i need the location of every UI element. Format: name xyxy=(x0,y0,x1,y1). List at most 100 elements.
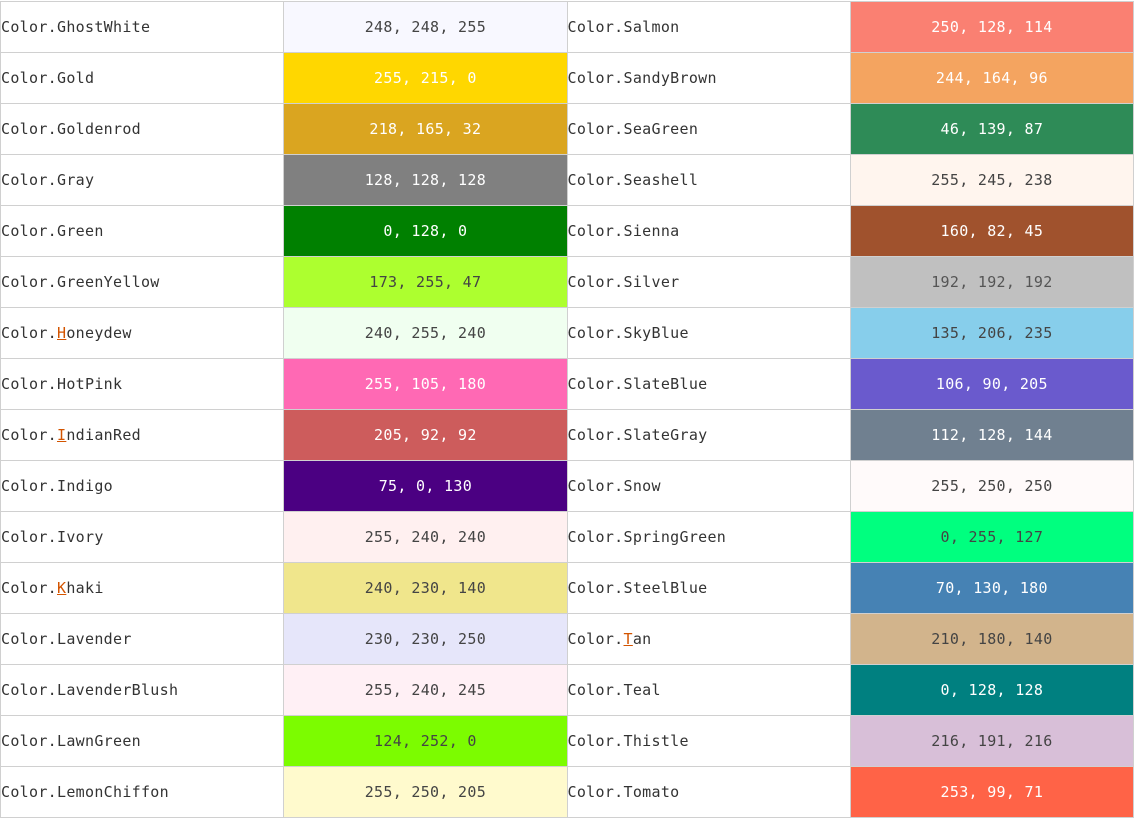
color-prefix: Color. xyxy=(567,171,624,189)
color-swatch: 255, 215, 0 xyxy=(283,52,568,104)
color-prefix: Color. xyxy=(1,579,57,597)
table-row: Color.Lavender 230, 230, 250 Color.Tan 210,… xyxy=(0,613,1134,665)
color-swatch: 124, 252, 0 xyxy=(283,715,568,767)
table-row: Color.Ivory 255, 240, 240 Color.SpringGree… xyxy=(0,511,1134,563)
color-name: LavenderBlush xyxy=(57,681,179,699)
color-swatch: 255, 245, 238 xyxy=(849,154,1134,206)
color-swatch: 255, 250, 205 xyxy=(283,766,568,818)
rgb-value: 205, 92, 92 xyxy=(374,426,477,444)
color-prefix: Color. xyxy=(567,579,624,597)
rgb-value: 255, 250, 205 xyxy=(364,783,487,801)
rgb-value: 255, 105, 180 xyxy=(364,375,487,393)
rgb-value: 230, 230, 250 xyxy=(364,630,487,648)
color-name-initial: K xyxy=(57,579,67,597)
color-name: Gray xyxy=(57,171,95,189)
color-prefix: Color. xyxy=(567,732,624,750)
color-name: SlateGray xyxy=(623,426,708,444)
table-row: Color.Gold 255, 215, 0 Color.SandyBrown 244… xyxy=(0,52,1134,104)
color-swatch: 0, 128, 128 xyxy=(849,664,1134,716)
color-name: SkyBlue xyxy=(623,324,689,342)
color-swatch: 244, 164, 96 xyxy=(849,52,1134,104)
color-name: Thistle xyxy=(623,732,689,750)
color-swatch: 205, 92, 92 xyxy=(283,409,568,461)
color-name-cell: Color.SpringGreen xyxy=(566,511,851,563)
color-prefix: Color. xyxy=(567,477,624,495)
rgb-value: 160, 82, 45 xyxy=(940,222,1044,240)
color-name: Snow xyxy=(623,477,661,495)
color-name: Ivory xyxy=(57,528,104,546)
rgb-value: 70, 130, 180 xyxy=(935,579,1048,597)
rgb-value: 244, 164, 96 xyxy=(935,69,1048,87)
color-name: HotPink xyxy=(57,375,123,393)
color-name: Sienna xyxy=(623,222,680,240)
color-name-initial: T xyxy=(623,630,633,648)
color-name-cell: Color.Honeydew xyxy=(0,307,285,359)
rgb-value: 112, 128, 144 xyxy=(931,426,1053,444)
table-row: Color.Honeydew 240, 255, 240 Color.SkyBlue… xyxy=(0,307,1134,359)
color-prefix: Color. xyxy=(1,375,57,393)
rgb-value: 255, 215, 0 xyxy=(374,69,477,87)
table-row: Color.Gray 128, 128, 128 Color.Seashell 255… xyxy=(0,154,1134,206)
color-name: Silver xyxy=(623,273,680,291)
color-swatch: 112, 128, 144 xyxy=(849,409,1134,461)
color-name: haki xyxy=(66,579,104,597)
color-name: GreenYellow xyxy=(57,273,160,291)
color-swatch: 135, 206, 235 xyxy=(849,307,1134,359)
rgb-value: 0, 128, 0 xyxy=(383,222,468,240)
color-swatch: 0, 128, 0 xyxy=(283,205,568,257)
color-prefix: Color. xyxy=(1,324,57,342)
rgb-value: 46, 139, 87 xyxy=(940,120,1044,138)
color-name-cell: Color.GreenYellow xyxy=(0,256,285,308)
color-prefix: Color. xyxy=(567,69,624,87)
color-swatch: 218, 165, 32 xyxy=(283,103,568,155)
table-row: Color.Khaki 240, 230, 140 Color.SteelBlue 7… xyxy=(0,562,1134,614)
color-name-cell: Color.Goldenrod xyxy=(0,103,285,155)
color-name-cell: Color.Thistle xyxy=(566,715,851,767)
rgb-value: 106, 90, 205 xyxy=(935,375,1048,393)
rgb-value: 218, 165, 32 xyxy=(369,120,482,138)
color-name: Teal xyxy=(623,681,661,699)
rgb-value: 0, 255, 127 xyxy=(940,528,1044,546)
color-prefix: Color. xyxy=(567,783,624,801)
color-name-cell: Color.Indigo xyxy=(0,460,285,512)
color-name: oneydew xyxy=(66,324,132,342)
table-row: Color.LemonChiffon 255, 250, 205 Color.Tom… xyxy=(0,766,1134,818)
rgb-value: 0, 128, 128 xyxy=(940,681,1044,699)
color-name-cell: Color.SlateBlue xyxy=(566,358,851,410)
color-name: LawnGreen xyxy=(57,732,141,750)
table-row: Color.LavenderBlush 255, 240, 245 Color.Te… xyxy=(0,664,1134,716)
rgb-value: 255, 245, 238 xyxy=(931,171,1053,189)
color-name: Lavender xyxy=(57,630,132,648)
color-name-cell: Color.Gray xyxy=(0,154,285,206)
color-swatch: 255, 250, 250 xyxy=(849,460,1134,512)
color-prefix: Color. xyxy=(567,324,624,342)
color-prefix: Color. xyxy=(567,630,624,648)
color-swatch: 106, 90, 205 xyxy=(849,358,1134,410)
color-name-cell: Color.SlateGray xyxy=(566,409,851,461)
color-swatch: 255, 240, 240 xyxy=(283,511,568,563)
color-name-cell: Color.IndianRed xyxy=(0,409,285,461)
color-swatch: 240, 255, 240 xyxy=(283,307,568,359)
color-name-cell: Color.Teal xyxy=(566,664,851,716)
color-prefix: Color. xyxy=(1,681,57,699)
color-swatch: 192, 192, 192 xyxy=(849,256,1134,308)
color-name: LemonChiffon xyxy=(57,783,169,801)
color-swatch: 0, 255, 127 xyxy=(849,511,1134,563)
color-prefix: Color. xyxy=(567,681,624,699)
color-prefix: Color. xyxy=(1,18,57,36)
rgb-value: 173, 255, 47 xyxy=(369,273,482,291)
color-name: Seashell xyxy=(623,171,699,189)
rgb-value: 240, 255, 240 xyxy=(364,324,487,342)
color-name: SlateBlue xyxy=(623,375,708,393)
color-name-initial: I xyxy=(57,426,67,444)
color-prefix: Color. xyxy=(567,426,624,444)
table-row: Color.Goldenrod 218, 165, 32 Color.SeaGree… xyxy=(0,103,1134,155)
color-name-cell: Color.Seashell xyxy=(566,154,851,206)
rgb-value: 248, 248, 255 xyxy=(364,18,487,36)
table-row: Color.GhostWhite 248, 248, 255 Color.Salmo… xyxy=(0,1,1134,53)
color-prefix: Color. xyxy=(567,120,624,138)
rgb-value: 128, 128, 128 xyxy=(364,171,487,189)
table-row: Color.LawnGreen 124, 252, 0 Color.Thistle 2… xyxy=(0,715,1134,767)
table-row: Color.HotPink 255, 105, 180 Color.SlateBlu… xyxy=(0,358,1134,410)
